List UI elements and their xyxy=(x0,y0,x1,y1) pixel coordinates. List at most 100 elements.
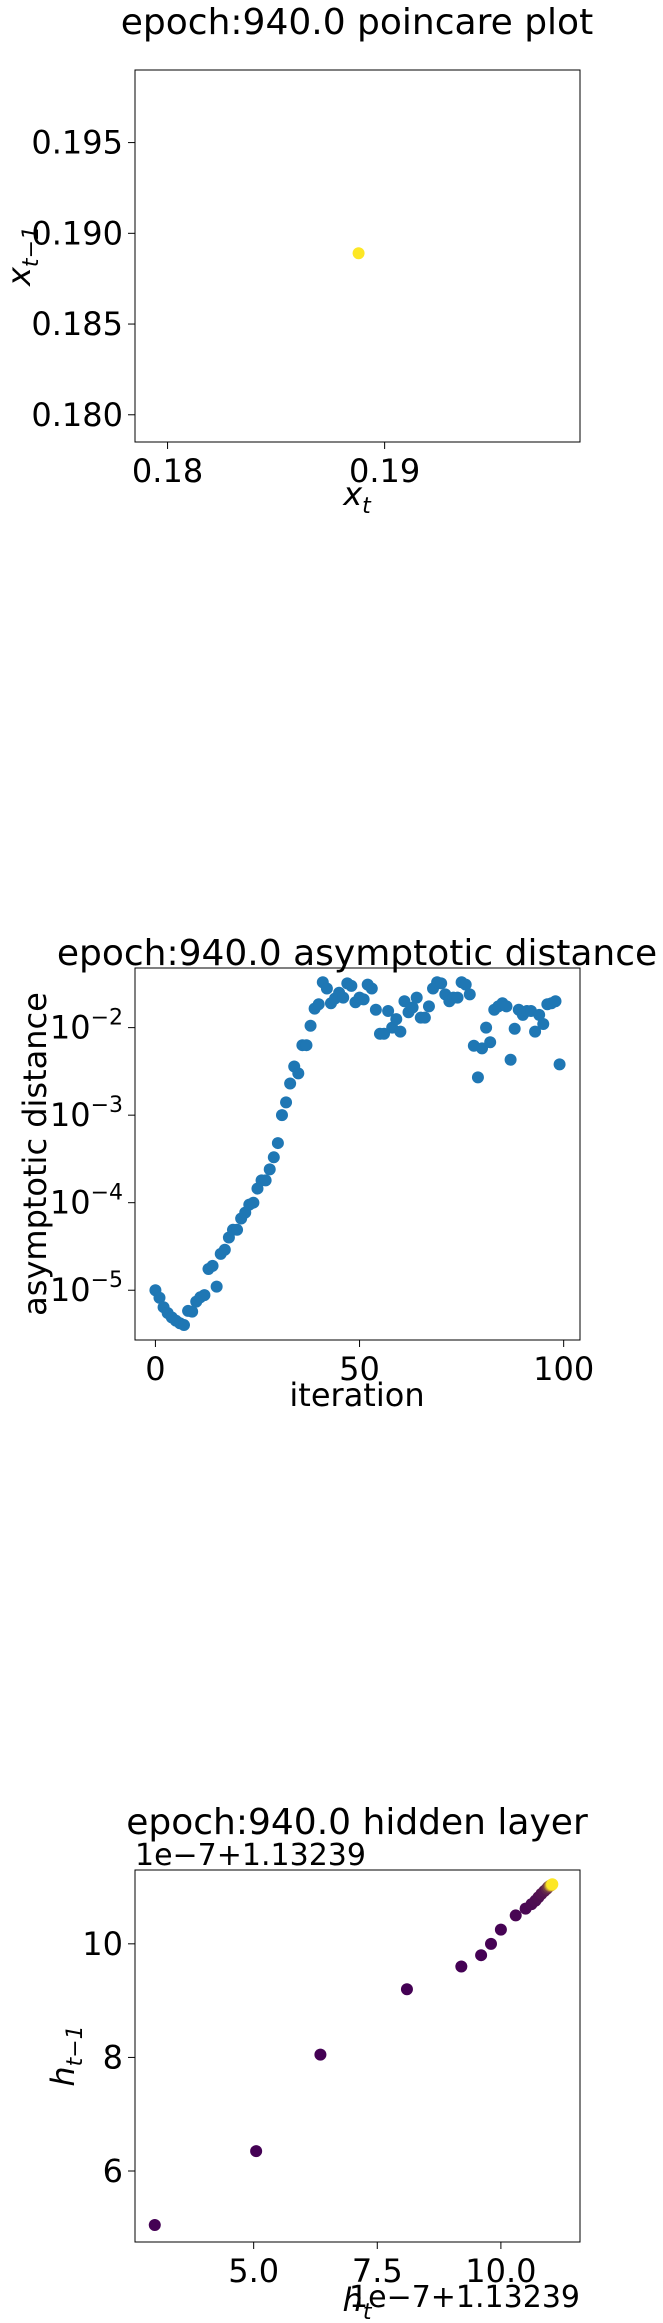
hidden-layer-title: epoch:940.0 hidden layer xyxy=(126,1802,588,1843)
distance-point xyxy=(153,1291,166,1304)
distance-point xyxy=(537,1018,550,1031)
distance-point xyxy=(422,1000,435,1013)
distance-point xyxy=(337,991,350,1004)
hidden-layer-panel: epoch:940.0 hidden layer 1e−7+1.13239 5.… xyxy=(44,1802,588,2323)
y-tick-label: 0.180 xyxy=(31,396,123,434)
distance-point xyxy=(369,1003,382,1016)
poincare-plot-axes-frame xyxy=(134,69,581,443)
distance-point xyxy=(186,1305,199,1318)
distance-point xyxy=(247,1196,260,1209)
y-tick-label: 6 xyxy=(103,2152,123,2190)
distance-point xyxy=(480,1021,493,1034)
distance-point xyxy=(206,1259,219,1272)
distance-point xyxy=(267,1151,280,1164)
distance-point xyxy=(382,1004,395,1017)
distance-point xyxy=(198,1289,211,1302)
hidden-layer-axes-frame xyxy=(134,1869,581,2243)
distance-point xyxy=(357,993,370,1006)
x-tick-label: 10.0 xyxy=(465,2252,536,2290)
distance-point xyxy=(508,1022,521,1035)
distance-point xyxy=(259,1174,272,1187)
distance-point xyxy=(263,1163,276,1176)
poincare-plot-y-ticks: 0.180 0.185 0.190 0.195 xyxy=(31,124,135,434)
y-tick-label-base: 10 xyxy=(50,1184,91,1222)
poincare-plot-x-label-main: x xyxy=(342,475,363,513)
poincare-plot-x-ticks: 0.18 0.19 xyxy=(132,442,420,490)
hidden-layer-y-ticks: 6 8 10 xyxy=(82,1925,135,2190)
distance-point xyxy=(435,977,448,990)
svg-text:ht: ht xyxy=(343,2281,373,2323)
hidden-layer-x-offset-label: 1e−7+1.13239 xyxy=(349,2280,580,2315)
hidden-layer-y-label-sub: t−1 xyxy=(63,2025,88,2066)
hidden-layer-point xyxy=(400,1983,413,1996)
x-tick-label: 7.5 xyxy=(352,2252,403,2290)
poincare-plot-y-label-main: x xyxy=(0,266,38,287)
poincare-plot-x-label-sub: t xyxy=(362,494,372,519)
hidden-layer-points xyxy=(148,1878,559,2231)
hidden-layer-y-label-main: h xyxy=(44,2066,82,2086)
hidden-layer-y-label: ht−1 xyxy=(44,2025,88,2086)
x-tick-label: 5.0 xyxy=(228,2252,279,2290)
y-tick-label-base: 10 xyxy=(50,1096,91,1134)
x-tick-label: 0 xyxy=(145,1350,165,1388)
hidden-layer-point xyxy=(546,1878,559,1891)
y-tick-label: 0.195 xyxy=(31,124,123,162)
distance-point xyxy=(231,1223,244,1236)
y-tick-label-exponent: −4 xyxy=(91,1181,123,1206)
distance-point xyxy=(406,1001,419,1014)
svg-text:xt−1: xt−1 xyxy=(0,226,44,287)
y-tick-label: 0.185 xyxy=(31,305,123,343)
hidden-layer-x-label-sub: t xyxy=(363,2300,373,2323)
distance-point xyxy=(312,998,325,1011)
distance-point xyxy=(471,1071,484,1084)
y-tick-label-base: 10 xyxy=(50,1271,91,1309)
poincare-plot-title: epoch:940.0 poincare plot xyxy=(121,2,593,43)
distance-point xyxy=(345,979,358,992)
hidden-layer-point xyxy=(485,1937,497,1950)
x-tick-label: 0.18 xyxy=(132,452,203,490)
y-tick-label: 10−5 xyxy=(50,1268,123,1309)
x-tick-label: 50 xyxy=(339,1350,380,1388)
hidden-layer-point xyxy=(509,1909,522,1922)
y-tick-label-exponent: −5 xyxy=(91,1268,123,1293)
distance-point xyxy=(275,1109,288,1122)
distance-point xyxy=(284,1077,297,1090)
poincare-point xyxy=(352,247,365,260)
distance-point xyxy=(459,978,472,991)
hidden-layer-point xyxy=(314,2048,327,2061)
y-tick-label-exponent: −3 xyxy=(91,1093,123,1118)
distance-point xyxy=(410,991,423,1004)
distance-point xyxy=(529,1025,542,1038)
asymptotic-distance-panel: epoch:940.0 asymptotic distance 0 50 100 1… xyxy=(16,933,657,1414)
distance-point xyxy=(300,1039,313,1052)
asymptotic-distance-y-label: asymptotic distance xyxy=(16,992,54,1316)
y-tick-label: 0.190 xyxy=(31,214,123,252)
distance-point xyxy=(320,982,333,995)
distance-point xyxy=(500,1000,513,1013)
hidden-layer-x-label: ht xyxy=(343,2281,373,2323)
hidden-layer-point xyxy=(148,2218,161,2231)
distance-point xyxy=(271,1137,284,1150)
asymptotic-distance-title: epoch:940.0 asymptotic distance xyxy=(57,933,657,974)
hidden-layer-x-label-main: h xyxy=(343,2281,363,2319)
distance-point xyxy=(394,1025,407,1038)
distance-point xyxy=(304,1019,317,1032)
distance-point xyxy=(463,988,476,1001)
distance-point xyxy=(280,1096,293,1109)
distance-point xyxy=(390,1013,403,1026)
asymptotic-distance-axes-frame xyxy=(134,967,581,1341)
hidden-layer-point xyxy=(250,2145,263,2158)
distance-point xyxy=(451,991,464,1004)
distance-point xyxy=(218,1243,231,1256)
y-tick-label-base: 10 xyxy=(50,1009,91,1047)
poincare-plot-points xyxy=(352,247,365,260)
hidden-layer-point xyxy=(494,1923,507,1936)
asymptotic-distance-x-ticks: 0 50 100 xyxy=(145,1340,594,1388)
x-tick-label: 0.19 xyxy=(349,452,420,490)
distance-point xyxy=(504,1053,517,1066)
poincare-plot-y-label-sub: t−1 xyxy=(19,226,44,267)
distance-point xyxy=(418,1011,431,1024)
hidden-layer-point xyxy=(475,1949,488,1962)
